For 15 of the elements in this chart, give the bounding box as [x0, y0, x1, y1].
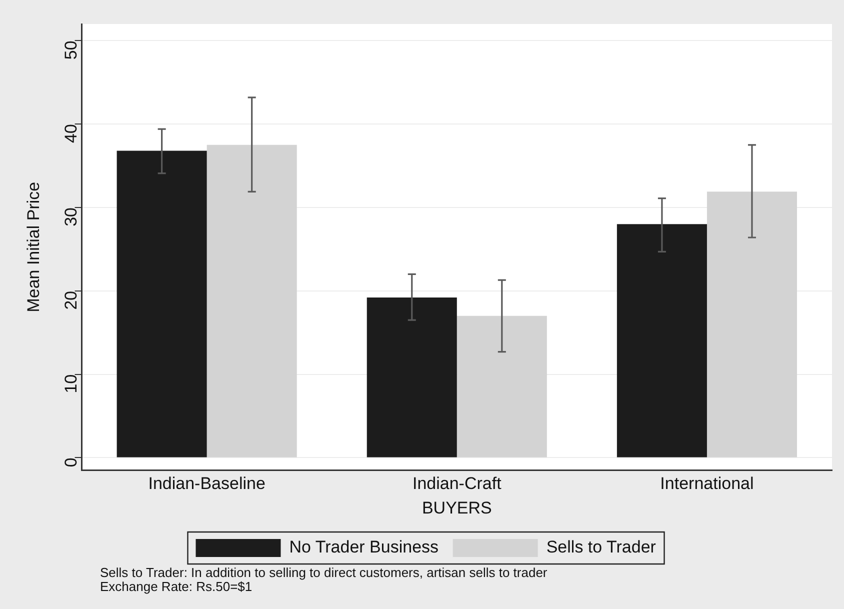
- x-tick-label: Indian-Craft: [412, 474, 502, 494]
- legend-label: Sells to Trader: [546, 538, 656, 557]
- y-tick-label: 10: [61, 374, 80, 394]
- y-tick-label: 20: [61, 290, 80, 310]
- x-tick-label: Indian-Baseline: [148, 474, 266, 494]
- y-tick-label: 50: [61, 40, 80, 60]
- x-tick-label: International: [660, 474, 754, 494]
- y-tick-label: 0: [61, 458, 80, 468]
- x-axis-title: BUYERS: [422, 498, 492, 518]
- text: Sells to Trader: In addition to selling to direct customers, artisan sells to trader: [100, 565, 548, 580]
- text: Exchange Rate: Rs.50=$1: [100, 579, 252, 594]
- y-axis-title: Mean Initial Price: [24, 182, 43, 312]
- y-tick-label: 40: [61, 124, 80, 144]
- legend-label: No Trader Business: [289, 538, 439, 557]
- y-tick-label: 30: [61, 207, 80, 226]
